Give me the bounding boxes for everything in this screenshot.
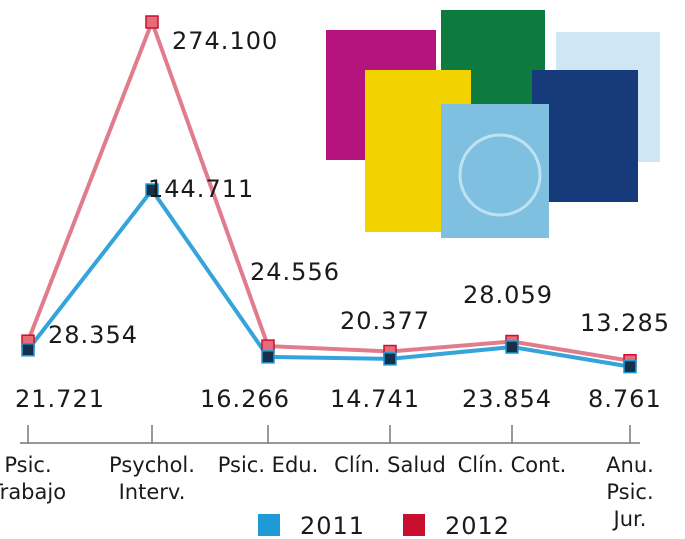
value-label: 274.100 bbox=[172, 27, 278, 55]
marker bbox=[383, 352, 397, 366]
value-label: 14.741 bbox=[330, 385, 420, 413]
value-label: 16.266 bbox=[200, 385, 290, 413]
x-tick-label: Clín. Salud bbox=[334, 453, 446, 477]
value-label: 144.711 bbox=[148, 175, 254, 203]
series-line bbox=[26, 186, 631, 369]
marker bbox=[145, 15, 159, 29]
legend-swatch bbox=[258, 514, 280, 536]
value-label: 28.354 bbox=[48, 321, 138, 349]
value-label: 28.059 bbox=[463, 281, 553, 309]
x-tick-label: Psychol. Interv. bbox=[109, 453, 195, 504]
value-label: 21.721 bbox=[15, 385, 105, 413]
x-tick-label: Anu. Psic. Jur. bbox=[606, 453, 654, 531]
value-label: 8.761 bbox=[588, 385, 662, 413]
marker bbox=[505, 340, 519, 354]
x-tick-label: Clín. Cont. bbox=[457, 453, 567, 477]
marker bbox=[623, 359, 637, 374]
series-line bbox=[26, 16, 631, 363]
value-label: 20.377 bbox=[340, 307, 430, 335]
legend-label: 2011 bbox=[300, 512, 365, 539]
x-tick-label: Psic. Edu. bbox=[217, 453, 319, 477]
value-label: 24.556 bbox=[250, 258, 340, 286]
legend-swatch bbox=[403, 514, 425, 536]
marker bbox=[145, 183, 159, 197]
marker bbox=[261, 350, 275, 364]
x-tick-label: Psic. Trabajo bbox=[0, 453, 67, 504]
marker bbox=[21, 343, 35, 357]
legend-label: 2012 bbox=[445, 512, 510, 539]
value-label: 23.854 bbox=[462, 385, 552, 413]
journal-covers bbox=[326, 10, 660, 238]
value-label: 13.285 bbox=[580, 309, 670, 337]
